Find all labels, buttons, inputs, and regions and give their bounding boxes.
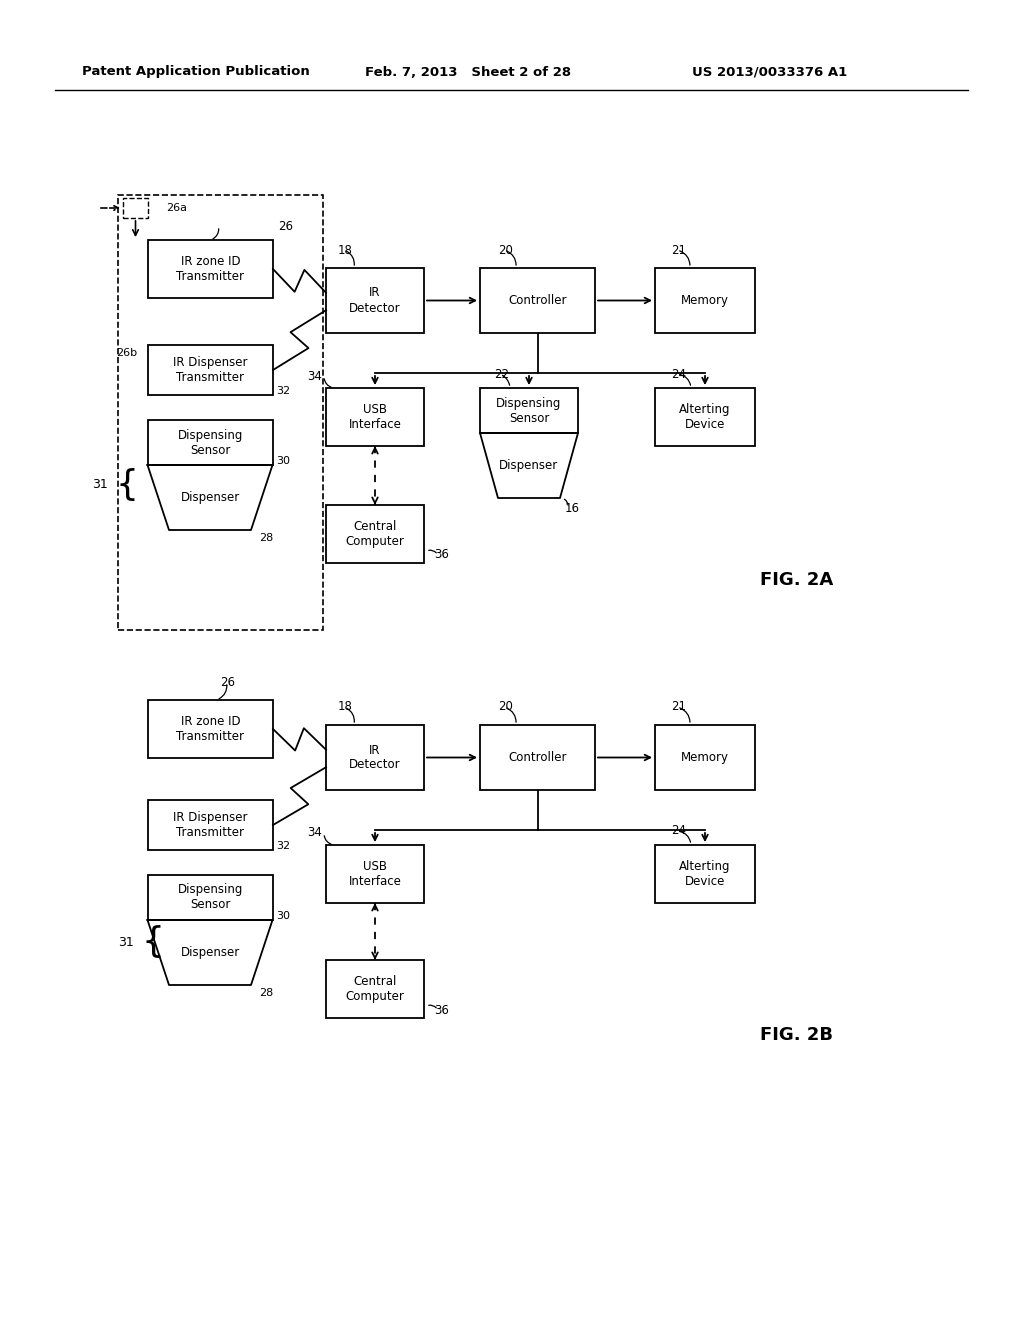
Text: 28: 28 (259, 533, 273, 543)
Text: Alterting
Device: Alterting Device (679, 861, 731, 888)
Text: Patent Application Publication: Patent Application Publication (82, 66, 309, 78)
Bar (480, 725, 595, 789)
Text: Controller: Controller (508, 294, 566, 308)
Bar (655, 268, 755, 333)
Text: 24: 24 (671, 825, 686, 837)
Text: 30: 30 (276, 455, 290, 466)
Bar (118, 195, 323, 630)
Bar (326, 960, 424, 1018)
Bar (655, 725, 755, 789)
Bar (326, 268, 424, 333)
Text: Dispensing
Sensor: Dispensing Sensor (178, 883, 243, 912)
Text: 26: 26 (220, 676, 236, 689)
Text: IR Dispenser
Transmitter: IR Dispenser Transmitter (173, 356, 248, 384)
Text: 26a: 26a (166, 203, 187, 213)
Bar (326, 388, 424, 446)
Text: IR
Detector: IR Detector (349, 743, 400, 771)
Text: Alterting
Device: Alterting Device (679, 403, 731, 432)
Text: 21: 21 (671, 701, 686, 714)
Text: FIG. 2B: FIG. 2B (760, 1026, 833, 1044)
Text: 24: 24 (671, 367, 686, 380)
Text: Controller: Controller (508, 751, 566, 764)
Text: 31: 31 (92, 479, 108, 491)
Bar (655, 388, 755, 446)
Text: IR
Detector: IR Detector (349, 286, 400, 314)
Text: Memory: Memory (681, 751, 729, 764)
Bar (123, 198, 148, 218)
Text: 18: 18 (338, 701, 353, 714)
Text: Feb. 7, 2013   Sheet 2 of 28: Feb. 7, 2013 Sheet 2 of 28 (365, 66, 571, 78)
Text: IR zone ID
Transmitter: IR zone ID Transmitter (176, 715, 245, 743)
Text: 21: 21 (671, 243, 686, 256)
Text: 18: 18 (338, 243, 353, 256)
Text: 26b: 26b (116, 348, 137, 358)
Bar (148, 875, 273, 920)
Bar (326, 725, 424, 789)
Bar (326, 845, 424, 903)
Text: 16: 16 (565, 502, 580, 515)
Bar (326, 506, 424, 564)
Text: IR Dispenser
Transmitter: IR Dispenser Transmitter (173, 810, 248, 840)
Bar (655, 845, 755, 903)
Text: US 2013/0033376 A1: US 2013/0033376 A1 (692, 66, 847, 78)
Text: 20: 20 (498, 243, 513, 256)
Text: 30: 30 (276, 911, 290, 921)
Text: 20: 20 (498, 701, 513, 714)
Text: FIG. 2A: FIG. 2A (760, 572, 834, 589)
Text: Dispenser: Dispenser (180, 946, 240, 960)
Bar (480, 388, 578, 433)
Text: Dispensing
Sensor: Dispensing Sensor (497, 396, 562, 425)
Text: 36: 36 (434, 1003, 449, 1016)
Text: 34: 34 (307, 370, 322, 383)
Text: USB
Interface: USB Interface (348, 861, 401, 888)
Text: Dispensing
Sensor: Dispensing Sensor (178, 429, 243, 457)
Text: Central
Computer: Central Computer (345, 975, 404, 1003)
Text: 36: 36 (434, 549, 449, 561)
Text: Memory: Memory (681, 294, 729, 308)
Text: 28: 28 (259, 987, 273, 998)
Bar (148, 800, 273, 850)
Text: 22: 22 (494, 367, 509, 380)
Text: {: { (115, 469, 138, 502)
Text: 32: 32 (276, 385, 290, 396)
Text: 31: 31 (118, 936, 134, 949)
Text: USB
Interface: USB Interface (348, 403, 401, 432)
Text: 34: 34 (307, 826, 322, 840)
Text: {: { (142, 925, 165, 960)
Bar (148, 700, 273, 758)
Bar (148, 240, 273, 298)
Bar (480, 268, 595, 333)
Text: 26: 26 (278, 219, 293, 232)
Text: Central
Computer: Central Computer (345, 520, 404, 548)
Bar (148, 420, 273, 465)
Text: IR zone ID
Transmitter: IR zone ID Transmitter (176, 255, 245, 282)
Bar (148, 345, 273, 395)
Text: Dispenser: Dispenser (180, 491, 240, 504)
Text: Dispenser: Dispenser (500, 459, 559, 473)
Text: 32: 32 (276, 841, 290, 851)
